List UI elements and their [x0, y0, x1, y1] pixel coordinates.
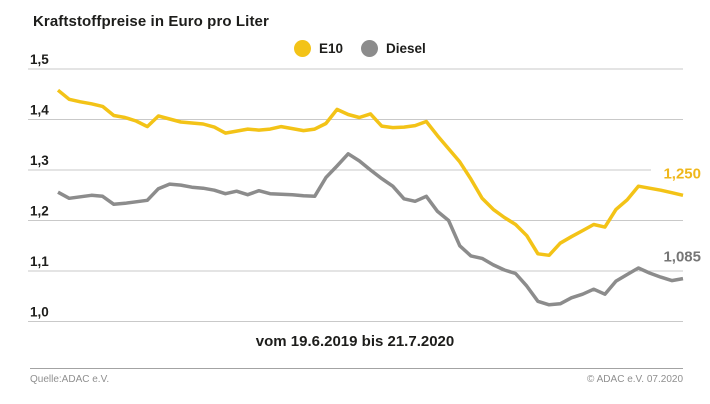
x-axis-caption: vom 19.6.2019 bis 21.7.2020	[255, 333, 455, 350]
y-tick-label: 1,5	[30, 52, 49, 67]
y-tick-label: 1,3	[30, 153, 49, 168]
end-label-backing	[651, 164, 705, 182]
y-tick-label: 1,4	[30, 103, 49, 118]
source-text: Quelle:ADAC e.V.	[30, 374, 110, 385]
copyright-text: © ADAC e.V. 07.2020	[587, 374, 683, 385]
series-line-diesel	[57, 152, 684, 307]
legend-diesel-dot-icon	[361, 40, 379, 57]
legend-e10-label: E10	[319, 41, 344, 56]
y-tick-label: 1,1	[30, 254, 49, 269]
series-line-e10	[56, 88, 684, 258]
y-tick-label: 1,0	[30, 305, 49, 320]
end-label-backing	[651, 247, 705, 265]
footer-divider	[30, 368, 683, 369]
legend: E10 Diesel	[294, 40, 436, 57]
end-label-diesel: 1,085	[663, 249, 701, 266]
end-label-e10: 1,250	[663, 165, 701, 182]
chart-title: Kraftstoffpreise in Euro pro Liter	[33, 13, 269, 30]
legend-diesel-label: Diesel	[386, 41, 426, 56]
y-tick-label: 1,2	[30, 204, 49, 219]
legend-e10-dot-icon	[294, 40, 311, 57]
